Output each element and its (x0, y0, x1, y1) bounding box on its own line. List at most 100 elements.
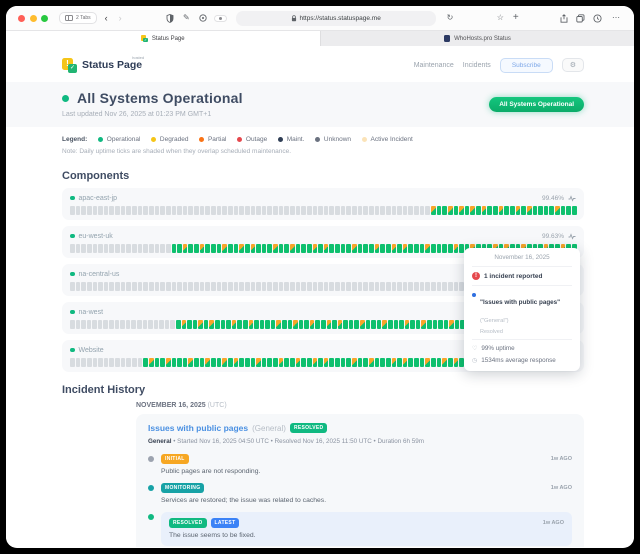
uptime-tick[interactable] (75, 358, 81, 367)
uptime-tick[interactable] (419, 244, 425, 253)
uptime-tick[interactable] (126, 358, 132, 367)
uptime-tick[interactable] (148, 320, 153, 329)
uptime-tick[interactable] (160, 244, 165, 253)
uptime-tick[interactable] (521, 206, 526, 215)
uptime-tick[interactable] (216, 282, 222, 291)
uptime-tick[interactable] (427, 320, 432, 329)
zoom-window-button[interactable] (41, 14, 48, 22)
uptime-tick[interactable] (222, 358, 227, 367)
forward-button[interactable]: › (118, 12, 122, 23)
uptime-tick[interactable] (103, 320, 109, 329)
uptime-tick[interactable] (81, 320, 86, 329)
uptime-tick[interactable] (335, 206, 340, 215)
uptime-tick[interactable] (363, 358, 368, 367)
history-icon[interactable] (593, 13, 602, 23)
uptime-tick[interactable] (436, 282, 442, 291)
uptime-tick[interactable] (436, 244, 442, 253)
uptime-tick[interactable] (171, 282, 177, 291)
uptime-tick[interactable] (436, 358, 442, 367)
uptime-tick[interactable] (515, 206, 521, 215)
uptime-tick[interactable] (261, 358, 267, 367)
uptime-tick[interactable] (301, 244, 306, 253)
uptime-tick[interactable] (374, 206, 380, 215)
uptime-tick[interactable] (385, 358, 391, 367)
uptime-tick[interactable] (132, 358, 137, 367)
uptime-tick[interactable] (98, 282, 103, 291)
uptime-tick[interactable] (109, 282, 115, 291)
uptime-tick[interactable] (92, 320, 97, 329)
uptime-tick[interactable] (211, 244, 216, 253)
uptime-tick[interactable] (346, 282, 352, 291)
uptime-tick[interactable] (115, 244, 120, 253)
uptime-tick[interactable] (566, 206, 572, 215)
uptime-tick[interactable] (188, 282, 194, 291)
uptime-tick[interactable] (431, 358, 436, 367)
uptime-tick[interactable] (301, 358, 306, 367)
uptime-tick[interactable] (177, 282, 182, 291)
uptime-tick[interactable] (75, 320, 81, 329)
uptime-tick[interactable] (414, 358, 419, 367)
uptime-tick[interactable] (137, 282, 143, 291)
nav-maintenance[interactable]: Maintenance (413, 61, 454, 69)
uptime-tick[interactable] (250, 282, 256, 291)
uptime-tick[interactable] (216, 358, 222, 367)
uptime-tick[interactable] (357, 206, 363, 215)
uptime-tick[interactable] (332, 320, 337, 329)
uptime-tick[interactable] (321, 320, 326, 329)
uptime-tick[interactable] (301, 282, 306, 291)
uptime-tick[interactable] (199, 358, 205, 367)
uptime-tick[interactable] (415, 320, 421, 329)
uptime-tick[interactable] (126, 206, 132, 215)
uptime-tick[interactable] (425, 358, 430, 367)
uptime-tick[interactable] (387, 320, 393, 329)
uptime-tick[interactable] (329, 244, 335, 253)
bookmark-star-icon[interactable]: ☆ (496, 13, 504, 22)
uptime-tick[interactable] (242, 320, 248, 329)
uptime-tick[interactable] (459, 244, 464, 253)
uptime-tick[interactable] (270, 320, 276, 329)
uptime-tick[interactable] (92, 244, 98, 253)
uptime-tick[interactable] (363, 206, 368, 215)
uptime-tick[interactable] (278, 206, 284, 215)
uptime-tick[interactable] (203, 320, 209, 329)
uptime-tick[interactable] (220, 320, 226, 329)
uptime-tick[interactable] (284, 282, 289, 291)
uptime-tick[interactable] (354, 320, 360, 329)
uptime-tick[interactable] (75, 206, 81, 215)
reader-button[interactable] (213, 14, 227, 22)
uptime-tick[interactable] (165, 282, 171, 291)
uptime-tick[interactable] (143, 206, 148, 215)
uptime-tick[interactable] (273, 206, 278, 215)
uptime-tick[interactable] (222, 282, 227, 291)
uptime-tick[interactable] (216, 244, 222, 253)
pen-icon[interactable]: ✎ (182, 13, 190, 22)
uptime-tick[interactable] (81, 282, 86, 291)
uptime-tick[interactable] (211, 282, 216, 291)
uptime-tick[interactable] (408, 206, 414, 215)
uptime-tick[interactable] (70, 206, 75, 215)
uptime-tick[interactable] (160, 206, 165, 215)
uptime-tick[interactable] (295, 282, 301, 291)
uptime-tick[interactable] (459, 358, 464, 367)
uptime-tick[interactable] (192, 320, 198, 329)
uptime-tick[interactable] (239, 282, 244, 291)
uptime-tick[interactable] (453, 358, 459, 367)
uptime-tick[interactable] (267, 244, 273, 253)
uptime-tick[interactable] (397, 358, 402, 367)
uptime-tick[interactable] (205, 358, 211, 367)
uptime-tick[interactable] (352, 358, 357, 367)
uptime-tick[interactable] (199, 244, 205, 253)
uptime-tick[interactable] (431, 282, 436, 291)
uptime-tick[interactable] (244, 206, 250, 215)
uptime-tick[interactable] (160, 358, 165, 367)
uptime-tick[interactable] (323, 358, 329, 367)
subscribe-button[interactable]: Subscribe (499, 57, 553, 73)
uptime-tick[interactable] (306, 282, 312, 291)
uptime-tick[interactable] (352, 206, 357, 215)
uptime-tick[interactable] (205, 206, 211, 215)
uptime-tick[interactable] (447, 358, 453, 367)
uptime-tick[interactable] (315, 320, 321, 329)
uptime-tick[interactable] (399, 320, 404, 329)
uptime-tick[interactable] (182, 358, 188, 367)
uptime-tick[interactable] (509, 206, 515, 215)
